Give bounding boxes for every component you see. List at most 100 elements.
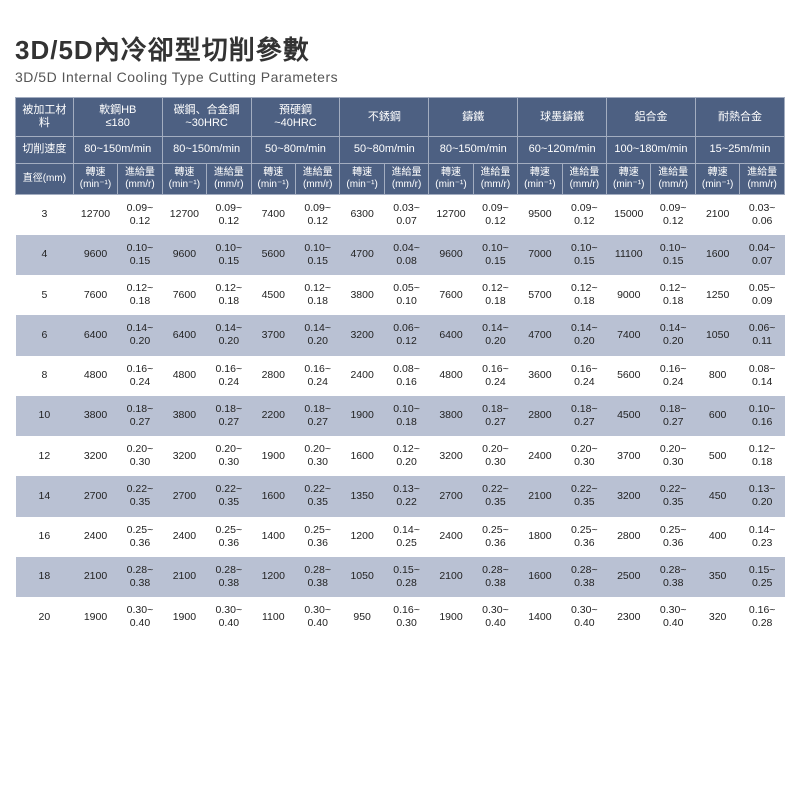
table-row: 848000.16~ 0.2448000.16~ 0.2428000.16~ 0… bbox=[16, 356, 785, 396]
feed-cell: 0.15~ 0.25 bbox=[740, 557, 785, 597]
feed-cell: 0.14~ 0.20 bbox=[473, 315, 517, 355]
feed-cell: 0.18~ 0.27 bbox=[562, 396, 606, 436]
feed-cell: 0.14~ 0.20 bbox=[118, 315, 162, 355]
rpm-cell: 800 bbox=[695, 356, 739, 396]
table-row: 1624000.25~ 0.3624000.25~ 0.3614000.25~ … bbox=[16, 517, 785, 557]
speed-header-4: 80~150m/min bbox=[429, 137, 518, 163]
feed-cell: 0.10~ 0.15 bbox=[207, 235, 251, 275]
feed-cell: 0.18~ 0.27 bbox=[473, 396, 517, 436]
rpm-cell: 1100 bbox=[251, 597, 295, 637]
rpm-cell: 7600 bbox=[429, 275, 473, 315]
feed-cell: 0.25~ 0.36 bbox=[118, 517, 162, 557]
feed-cell: 0.18~ 0.27 bbox=[295, 396, 339, 436]
rpm-cell: 2700 bbox=[162, 476, 206, 516]
diameter-cell: 12 bbox=[16, 436, 74, 476]
feed-cell: 0.22~ 0.35 bbox=[295, 476, 339, 516]
diameter-cell: 10 bbox=[16, 396, 74, 436]
rpm-cell: 2200 bbox=[251, 396, 295, 436]
rpm-cell: 3600 bbox=[518, 356, 562, 396]
feed-cell: 0.20~ 0.30 bbox=[295, 436, 339, 476]
feed-cell: 0.06~ 0.12 bbox=[384, 315, 428, 355]
rpm-cell: 2400 bbox=[518, 436, 562, 476]
sub-rpm-2: 轉速 (min⁻¹) bbox=[251, 163, 295, 194]
speed-header-2: 50~80m/min bbox=[251, 137, 340, 163]
rpm-cell: 2800 bbox=[518, 396, 562, 436]
feed-cell: 0.30~ 0.40 bbox=[118, 597, 162, 637]
rpm-cell: 2100 bbox=[162, 557, 206, 597]
feed-cell: 0.03~ 0.06 bbox=[740, 194, 785, 235]
feed-cell: 0.16~ 0.24 bbox=[651, 356, 695, 396]
feed-cell: 0.16~ 0.30 bbox=[384, 597, 428, 637]
rpm-cell: 400 bbox=[695, 517, 739, 557]
feed-cell: 0.14~ 0.20 bbox=[207, 315, 251, 355]
title-english: 3D/5D Internal Cooling Type Cutting Para… bbox=[15, 69, 785, 85]
rpm-cell: 1600 bbox=[518, 557, 562, 597]
material-header-7: 耐熱合金 bbox=[695, 98, 784, 137]
diameter-cell: 3 bbox=[16, 194, 74, 235]
rpm-cell: 2100 bbox=[429, 557, 473, 597]
material-header-3: 不銹鋼 bbox=[340, 98, 429, 137]
sub-feed-6: 進給量 (mm/r) bbox=[651, 163, 695, 194]
rpm-cell: 2800 bbox=[607, 517, 651, 557]
diameter-cell: 14 bbox=[16, 476, 74, 516]
feed-cell: 0.15~ 0.28 bbox=[384, 557, 428, 597]
speed-header-6: 100~180m/min bbox=[607, 137, 696, 163]
speed-header-1: 80~150m/min bbox=[162, 137, 251, 163]
feed-cell: 0.04~ 0.07 bbox=[740, 235, 785, 275]
sub-feed-2: 進給量 (mm/r) bbox=[295, 163, 339, 194]
rpm-cell: 1900 bbox=[340, 396, 384, 436]
rpm-cell: 12700 bbox=[429, 194, 473, 235]
cutting-parameters-table: 被加工材料軟鋼HB ≤180碳鋼、合金鋼 ~30HRC預硬鋼 ~40HRC不銹鋼… bbox=[15, 97, 785, 637]
feed-cell: 0.16~ 0.24 bbox=[473, 356, 517, 396]
rpm-cell: 1050 bbox=[340, 557, 384, 597]
feed-cell: 0.20~ 0.30 bbox=[118, 436, 162, 476]
feed-cell: 0.10~ 0.15 bbox=[651, 235, 695, 275]
rpm-cell: 1250 bbox=[695, 275, 739, 315]
speed-header-0: 80~150m/min bbox=[73, 137, 162, 163]
feed-cell: 0.20~ 0.30 bbox=[651, 436, 695, 476]
feed-cell: 0.25~ 0.36 bbox=[651, 517, 695, 557]
feed-cell: 0.16~ 0.24 bbox=[295, 356, 339, 396]
feed-cell: 0.28~ 0.38 bbox=[651, 557, 695, 597]
sub-rpm-3: 轉速 (min⁻¹) bbox=[340, 163, 384, 194]
feed-cell: 0.12~ 0.18 bbox=[118, 275, 162, 315]
rpm-cell: 2700 bbox=[73, 476, 117, 516]
feed-cell: 0.09~ 0.12 bbox=[562, 194, 606, 235]
feed-cell: 0.04~ 0.08 bbox=[384, 235, 428, 275]
feed-cell: 0.10~ 0.15 bbox=[295, 235, 339, 275]
feed-cell: 0.16~ 0.24 bbox=[207, 356, 251, 396]
rpm-cell: 6400 bbox=[162, 315, 206, 355]
feed-cell: 0.25~ 0.36 bbox=[562, 517, 606, 557]
feed-cell: 0.25~ 0.36 bbox=[473, 517, 517, 557]
feed-cell: 0.20~ 0.30 bbox=[207, 436, 251, 476]
material-header-0: 軟鋼HB ≤180 bbox=[73, 98, 162, 137]
diameter-cell: 4 bbox=[16, 235, 74, 275]
rpm-cell: 3700 bbox=[251, 315, 295, 355]
rpm-cell: 1400 bbox=[518, 597, 562, 637]
feed-cell: 0.14~ 0.20 bbox=[295, 315, 339, 355]
feed-cell: 0.12~ 0.18 bbox=[295, 275, 339, 315]
rpm-cell: 7400 bbox=[607, 315, 651, 355]
rpm-cell: 6300 bbox=[340, 194, 384, 235]
sub-rpm-4: 轉速 (min⁻¹) bbox=[429, 163, 473, 194]
rpm-cell: 1900 bbox=[162, 597, 206, 637]
feed-cell: 0.09~ 0.12 bbox=[207, 194, 251, 235]
feed-cell: 0.30~ 0.40 bbox=[295, 597, 339, 637]
rpm-cell: 3800 bbox=[162, 396, 206, 436]
sub-rpm-6: 轉速 (min⁻¹) bbox=[607, 163, 651, 194]
rpm-cell: 4500 bbox=[251, 275, 295, 315]
rpm-cell: 3200 bbox=[340, 315, 384, 355]
feed-cell: 0.10~ 0.15 bbox=[473, 235, 517, 275]
rpm-cell: 350 bbox=[695, 557, 739, 597]
feed-cell: 0.30~ 0.40 bbox=[473, 597, 517, 637]
rpm-cell: 9000 bbox=[607, 275, 651, 315]
feed-cell: 0.28~ 0.38 bbox=[473, 557, 517, 597]
rpm-cell: 2400 bbox=[73, 517, 117, 557]
sub-feed-3: 進給量 (mm/r) bbox=[384, 163, 428, 194]
rpm-cell: 2400 bbox=[340, 356, 384, 396]
feed-cell: 0.08~ 0.16 bbox=[384, 356, 428, 396]
rpm-cell: 9500 bbox=[518, 194, 562, 235]
rpm-cell: 7000 bbox=[518, 235, 562, 275]
feed-cell: 0.12~ 0.18 bbox=[740, 436, 785, 476]
rpm-cell: 4700 bbox=[340, 235, 384, 275]
